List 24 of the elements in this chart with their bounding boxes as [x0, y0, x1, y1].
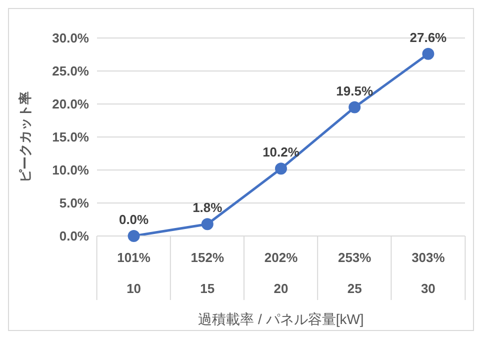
point [348, 101, 361, 114]
point [128, 230, 140, 242]
point [201, 218, 214, 230]
data-label: 27.6% [410, 30, 448, 45]
data-label: 0.0% [118, 212, 150, 227]
y-axis-title: ピークカット率 [18, 92, 33, 182]
data-label: 10.2% [262, 144, 300, 160]
y-tick-label: 25.0% [52, 64, 90, 79]
data-label: 1.8% [192, 200, 223, 216]
category-label: 202% 20 [264, 250, 298, 296]
data-label: 19.5% [336, 83, 374, 98]
y-tick-label: 0.0% [59, 228, 90, 244]
category-label: 101% 10 [117, 250, 150, 296]
point [275, 162, 287, 175]
point [422, 48, 434, 60]
y-tick-label: 20.0% [52, 96, 90, 112]
y-tick-label: 15.0% [52, 130, 90, 145]
category-label: 152% 15 [190, 250, 224, 296]
y-tick-label: 10.0% [52, 162, 90, 178]
y-tick-label: 5.0% [59, 196, 90, 211]
y-tick-label: 30.0% [52, 30, 90, 46]
category-label: 303% 30 [412, 250, 445, 296]
x-axis-title: 過積載率 / パネル容量[kW] [198, 311, 364, 327]
category-label: 253% 25 [338, 250, 372, 296]
